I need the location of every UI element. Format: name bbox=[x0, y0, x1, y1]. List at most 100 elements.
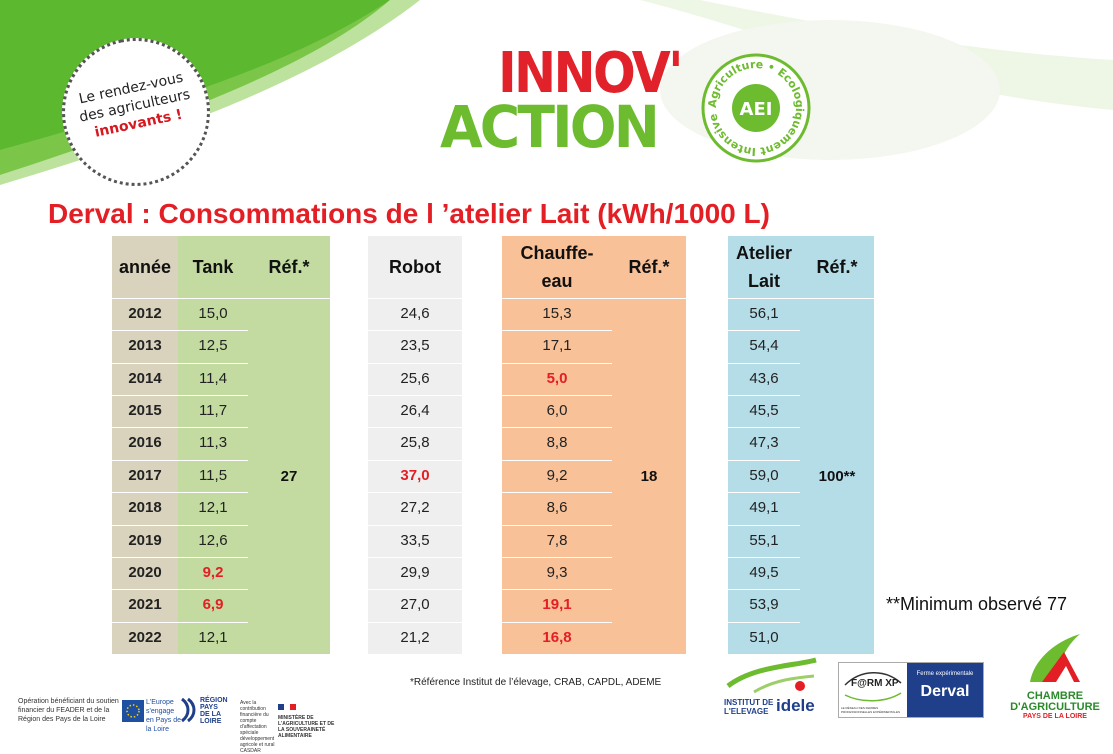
chauffe-cell: 15,3 bbox=[542, 305, 572, 322]
row-separator bbox=[502, 621, 612, 623]
row-separator bbox=[112, 589, 178, 591]
year-cell: 2019 bbox=[128, 531, 162, 549]
ref-chauffe-value: 18 bbox=[640, 467, 658, 485]
row-separator bbox=[728, 524, 800, 526]
row-separator bbox=[368, 556, 462, 558]
tank-cell: 6,9 bbox=[202, 596, 224, 614]
row-separator bbox=[368, 459, 462, 461]
ref-tank-value: 27 bbox=[280, 467, 298, 485]
chambre-mark-icon bbox=[1030, 634, 1080, 682]
idele-line-2: L'ELEVAGE bbox=[724, 707, 769, 716]
row-separator bbox=[112, 556, 178, 558]
europe-flag-icon bbox=[122, 700, 144, 722]
column-chauffe-eau: Chauffe-eau 15,3 17,1 5,0 6,0 8,8 9,2 8,6 7,8 9,… bbox=[502, 236, 612, 654]
robot-cell: 23,5 bbox=[400, 337, 430, 355]
row-separator bbox=[502, 298, 612, 299]
year-cell: 2017 bbox=[128, 466, 162, 484]
atelier-cell: 59,0 bbox=[749, 466, 779, 484]
chauffe-cell: 16,8 bbox=[542, 628, 572, 646]
atelier-cell: 45,5 bbox=[749, 402, 779, 420]
row-separator bbox=[178, 459, 248, 461]
reference-footnote: *Référence Institut de l’élevage, CRAB, … bbox=[410, 677, 662, 688]
row-separator bbox=[728, 427, 800, 429]
robot-cell: 26,4 bbox=[400, 402, 430, 420]
robot-cell: 29,9 bbox=[400, 563, 430, 581]
chauffe-cell: 8,6 bbox=[546, 499, 568, 517]
row-separator bbox=[112, 621, 178, 623]
header-tank: Tank bbox=[192, 257, 234, 277]
row-separator bbox=[112, 298, 178, 299]
marianne-flag-icon bbox=[278, 704, 296, 710]
region-line-4: LOIRE bbox=[200, 718, 222, 725]
column-ref-tank: Réf.* 27 bbox=[248, 236, 330, 654]
farmxp-derval-logo: F@RM XP LE RÉSEAU DES FERMES PROFESSIONN… bbox=[838, 662, 984, 718]
row-separator bbox=[178, 427, 248, 429]
row-separator bbox=[178, 524, 248, 526]
row-separator bbox=[728, 621, 800, 623]
chambre-line-3: PAYS DE LA LOIRE bbox=[1023, 713, 1087, 720]
row-separator bbox=[728, 395, 800, 397]
feader-text: Opération bénéficiant du soutien financi… bbox=[18, 698, 119, 723]
row-separator bbox=[178, 395, 248, 397]
region-mark-icon bbox=[181, 697, 196, 723]
row-separator bbox=[178, 298, 248, 299]
row-separator bbox=[728, 459, 800, 461]
tank-cell: 12,6 bbox=[198, 531, 228, 549]
header-ref-atelier: Réf.* bbox=[816, 257, 858, 277]
header-separator bbox=[800, 298, 874, 299]
row-separator bbox=[368, 330, 462, 332]
header-chauffe-line2: eau bbox=[541, 271, 573, 291]
robot-cell: 25,6 bbox=[400, 369, 430, 387]
row-separator bbox=[112, 330, 178, 332]
atelier-cell: 51,0 bbox=[749, 628, 779, 646]
row-separator bbox=[112, 492, 178, 494]
robot-cell: 21,2 bbox=[400, 628, 430, 646]
header-separator bbox=[612, 298, 686, 299]
row-separator bbox=[502, 362, 612, 364]
atelier-cell: 53,9 bbox=[749, 596, 779, 614]
header-ref-tank: Réf.* bbox=[268, 257, 310, 277]
derval-block: Ferme expérimentale Derval bbox=[907, 663, 983, 717]
header-separator bbox=[248, 298, 330, 299]
row-separator bbox=[178, 556, 248, 558]
atelier-cell: 47,3 bbox=[749, 434, 779, 452]
tank-cell: 12,5 bbox=[198, 337, 228, 355]
header-atelier-lait: Atelier Lait bbox=[728, 236, 800, 298]
header-robot: Robot bbox=[389, 257, 441, 277]
tank-cell: 11,7 bbox=[198, 402, 228, 420]
chauffe-cell: 7,8 bbox=[546, 531, 568, 549]
row-separator bbox=[728, 362, 800, 364]
row-separator bbox=[178, 492, 248, 494]
minimum-note: **Minimum observé 77 bbox=[886, 594, 1068, 614]
year-cell: 2018 bbox=[128, 499, 162, 517]
row-separator bbox=[502, 492, 612, 494]
row-separator bbox=[502, 459, 612, 461]
column-tank: Tank 15,0 12,5 11,4 11,7 11,3 11,5 12,1 12,6 9,2… bbox=[178, 236, 248, 654]
logo-innov: INNOV' bbox=[498, 41, 684, 106]
row-separator bbox=[368, 621, 462, 623]
farmxp-sub: LE RÉSEAU DES FERMES PROFESSIONNELLES EX… bbox=[841, 706, 900, 714]
ministere-text: MINISTÈRE DE L'AGRICULTURE ET DE LA SOUV… bbox=[278, 715, 335, 739]
row-separator bbox=[368, 427, 462, 429]
seal-center-text: AEI bbox=[740, 99, 773, 120]
row-separator bbox=[368, 362, 462, 364]
europe-logo: L'Europe s'engage en Pays de la Loire bbox=[122, 694, 181, 733]
chauffe-cell: 5,0 bbox=[546, 369, 568, 387]
idele-word: idele bbox=[776, 696, 815, 715]
year-cell: 2014 bbox=[128, 369, 162, 387]
header-chauffe-line1: Chauffe- bbox=[520, 243, 594, 263]
chauffe-cell: 6,0 bbox=[546, 402, 568, 420]
derval-label: Derval bbox=[920, 683, 970, 700]
region-line-3: DE LA bbox=[200, 711, 221, 718]
header-atelier-line2: Lait bbox=[747, 271, 780, 291]
chauffe-cell: 17,1 bbox=[542, 337, 572, 355]
chauffe-cell: 8,8 bbox=[546, 434, 568, 452]
tank-cell: 15,0 bbox=[198, 305, 228, 322]
tank-cell: 11,5 bbox=[198, 466, 228, 484]
column-annee: année 2012 2013 2014 2015 2016 2017 2018 2019 20… bbox=[112, 236, 178, 654]
atelier-cell: 49,5 bbox=[749, 563, 779, 581]
ministere-logo: MINISTÈRE DE L'AGRICULTURE ET DE LA SOUV… bbox=[278, 697, 338, 739]
column-ref-chauffe: Réf.* 18 bbox=[612, 236, 686, 654]
aei-seal-icon: Agriculture • Ecologiquement Intensive •… bbox=[700, 52, 811, 163]
farmxp-swoosh-icon bbox=[844, 672, 902, 702]
